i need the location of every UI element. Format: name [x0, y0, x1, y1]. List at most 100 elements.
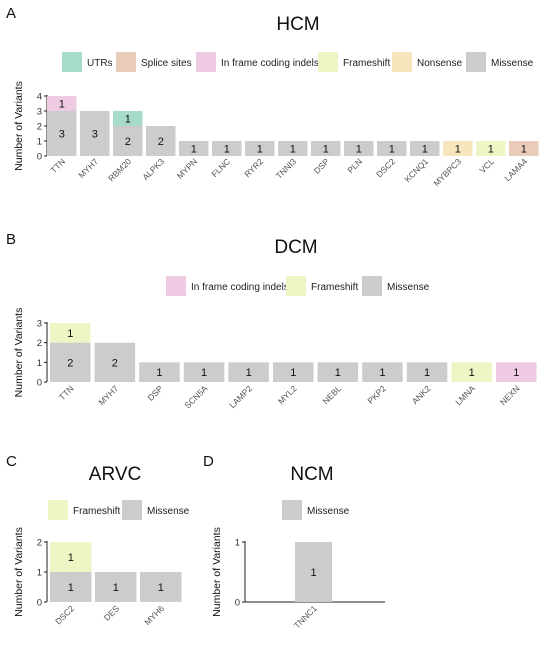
y-tick-label: 2: [37, 338, 42, 349]
bar-segment: [344, 141, 374, 156]
legend-label: UTRs: [87, 58, 113, 69]
legend-label: Nonsense: [417, 58, 462, 69]
bar-value-label: 1: [310, 567, 316, 579]
bar-value-label: 1: [125, 114, 131, 126]
bar-value-label: 1: [290, 144, 296, 156]
x-tick-label: DES: [102, 603, 122, 623]
bar-value-label: 1: [455, 144, 461, 156]
x-tick-label: PLN: [345, 156, 364, 175]
bar-value-label: 1: [246, 367, 252, 379]
bar-segment: [278, 141, 308, 156]
y-tick-label: 2: [37, 538, 42, 549]
panel-a: A HCM UTRs Splice sites In frame coding inde…: [6, 5, 539, 188]
x-tick-label: ANK2: [410, 383, 433, 406]
bar-segment: [311, 141, 341, 156]
legend: In frame coding indels Frameshift Missense: [166, 276, 430, 296]
bar-value-label: 1: [379, 367, 385, 379]
bar-value-label: 1: [201, 367, 207, 379]
legend-swatch: [122, 500, 142, 520]
bar-segment: [95, 572, 137, 602]
legend-swatch: [466, 52, 486, 72]
y-axis-label: Number of Variants: [13, 81, 25, 171]
bar-segment: [295, 542, 332, 602]
x-tick-label: MYBPC3: [431, 156, 463, 188]
x-tick-label: LAMP2: [227, 383, 254, 410]
bar-segment: [212, 141, 242, 156]
bar-segment: [50, 342, 91, 382]
x-tick-label: TTN: [48, 156, 67, 175]
bar-segment: [140, 572, 182, 602]
bar-segment: [47, 111, 77, 156]
bar-segment: [245, 141, 275, 156]
bar-segment: [139, 362, 180, 382]
legend-swatch: [196, 52, 216, 72]
panel-c: C ARVC Frameshift Missense 0 1 2 Number of Vari…: [6, 453, 190, 627]
bar-value-label: 1: [323, 144, 329, 156]
bar-value-label: 3: [59, 129, 65, 141]
x-tick-label: DSP: [312, 156, 332, 176]
bar-value-label: 1: [422, 144, 428, 156]
bar-value-label: 1: [290, 367, 296, 379]
bar-value-label: 2: [125, 136, 131, 148]
bar-segment: [410, 141, 440, 156]
bar-segment: [146, 126, 176, 156]
bar-value-label: 1: [59, 99, 65, 111]
x-tick-label: SCN5A: [182, 383, 209, 410]
y-tick-label: 3: [37, 319, 42, 330]
y-tick-label: 1: [235, 538, 240, 549]
bar-segment: [179, 141, 209, 156]
legend-swatch: [286, 276, 306, 296]
bar-value-label: 1: [158, 582, 164, 594]
bar-value-label: 1: [224, 144, 230, 156]
bar-segment: [273, 362, 314, 382]
y-tick-label: 0: [37, 598, 42, 609]
bar-segment: [50, 323, 91, 343]
legend-label: Missense: [491, 58, 534, 69]
bar-value-label: 1: [191, 144, 197, 156]
legend-swatch: [392, 52, 412, 72]
panel-letter: B: [6, 231, 16, 248]
bar-segment: [50, 542, 92, 572]
x-tick-label: MYH7: [76, 156, 100, 180]
legend-swatch: [116, 52, 136, 72]
bar-segment: [362, 362, 403, 382]
legend-label: Missense: [307, 506, 350, 517]
x-tick-label: DSC2: [53, 603, 76, 626]
bar-segment: [406, 362, 448, 382]
x-tick-label: VCL: [477, 156, 496, 175]
legend-swatch: [166, 276, 186, 296]
bar-value-label: 1: [488, 144, 494, 156]
legend: Frameshift Missense: [48, 500, 190, 520]
x-tick-label: MYH6: [142, 603, 166, 627]
bar-value-label: 1: [521, 144, 527, 156]
panel-title: ARVC: [89, 464, 141, 485]
panel-letter: A: [6, 5, 16, 22]
bar-value-label: 1: [513, 367, 519, 379]
x-tick-label: MYH7: [96, 383, 120, 407]
x-tick-label: DSC2: [374, 156, 397, 179]
panel-title: HCM: [276, 14, 319, 35]
y-tick-label: 1: [37, 568, 42, 579]
y-tick-label: 2: [37, 122, 42, 133]
bar-value-label: 1: [389, 144, 395, 156]
bar-segment: [113, 111, 143, 126]
legend: UTRs Splice sites In frame coding indels Fr…: [62, 52, 534, 72]
y-tick-label: 4: [37, 92, 42, 103]
bar-value-label: 1: [356, 144, 362, 156]
bar-segment: [443, 141, 473, 156]
legend-label: Frameshift: [343, 58, 390, 69]
x-tick-label: DSP: [145, 383, 165, 403]
y-tick-label: 0: [37, 152, 42, 163]
x-tick-label: TNNI3: [274, 156, 299, 181]
bar-value-label: 1: [424, 367, 430, 379]
bar-segment: [377, 141, 407, 156]
bar-segment: [451, 362, 492, 382]
x-tick-label: LAMA4: [502, 156, 529, 183]
legend: Missense: [282, 500, 350, 520]
bar-segment: [317, 362, 359, 382]
x-tick-label: NEBL: [320, 383, 343, 406]
x-tick-label: RBM20: [106, 156, 133, 183]
panel-b: B DCM In frame coding indels Frameshift Miss…: [6, 231, 537, 410]
y-axis-label: Number of Variants: [13, 527, 25, 617]
